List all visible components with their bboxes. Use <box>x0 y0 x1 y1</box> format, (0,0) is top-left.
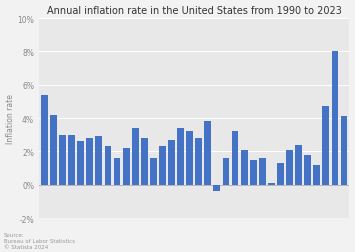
Bar <box>313 165 320 185</box>
Bar <box>277 164 284 185</box>
Bar <box>68 135 75 185</box>
Bar <box>150 159 157 185</box>
Bar <box>295 145 302 185</box>
Bar <box>132 129 138 185</box>
Bar <box>41 96 48 185</box>
Bar <box>141 139 148 185</box>
Bar <box>159 147 166 185</box>
Bar <box>50 115 57 185</box>
Bar <box>114 159 120 185</box>
Bar <box>250 160 257 185</box>
Bar <box>340 117 348 185</box>
Bar <box>322 107 329 185</box>
Bar <box>123 149 130 185</box>
Bar <box>332 52 338 185</box>
Bar <box>259 159 266 185</box>
Bar <box>177 129 184 185</box>
Text: Source:
Bureau of Labor Statistics
© Statista 2024: Source: Bureau of Labor Statistics © Sta… <box>4 232 75 249</box>
Y-axis label: Inflation rate: Inflation rate <box>6 94 15 143</box>
Bar <box>95 137 102 185</box>
Bar <box>241 150 247 185</box>
Bar <box>86 139 93 185</box>
Bar <box>213 185 220 192</box>
Bar <box>186 132 193 185</box>
Bar <box>195 139 202 185</box>
Bar <box>304 155 311 185</box>
Bar <box>77 142 84 185</box>
Bar <box>268 183 275 185</box>
Title: Annual inflation rate in the United States from 1990 to 2023: Annual inflation rate in the United Stat… <box>47 6 342 15</box>
Bar <box>232 132 239 185</box>
Bar <box>104 147 111 185</box>
Bar <box>204 122 211 185</box>
Bar <box>223 159 229 185</box>
Bar <box>168 140 175 185</box>
Bar <box>286 150 293 185</box>
Bar <box>59 135 66 185</box>
